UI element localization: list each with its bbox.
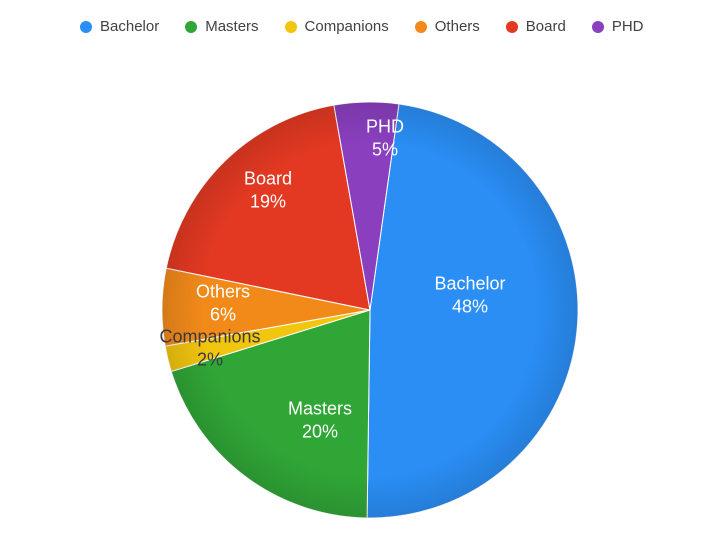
chart-container: BachelorMastersCompanionsOthersBoardPHD …	[0, 0, 720, 540]
pie-chart	[0, 0, 720, 540]
pie-shade	[162, 102, 578, 518]
